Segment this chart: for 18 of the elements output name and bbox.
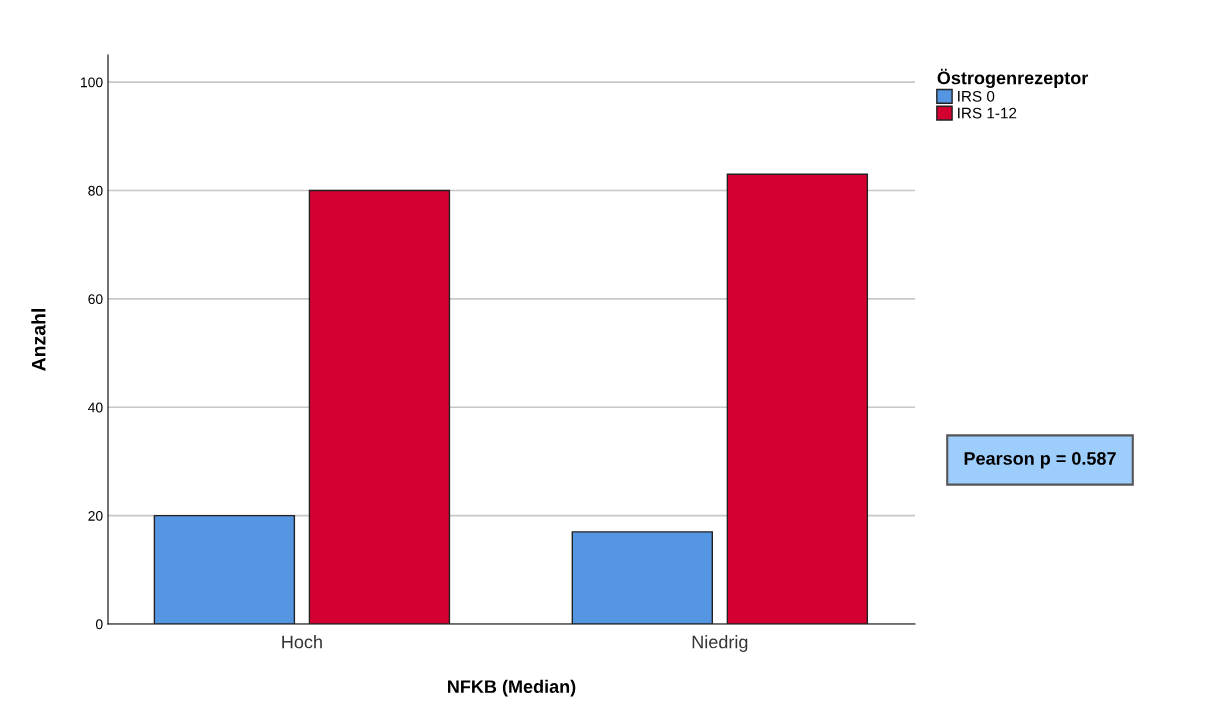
legend-title: Östrogenrezeptor	[937, 68, 1089, 88]
y-axis-title: Anzahl	[31, 309, 46, 371]
x-axis-title: NFKB (Median)	[448, 679, 576, 697]
bar	[571, 531, 714, 624]
text: Pearson p = 0.587	[964, 452, 1116, 469]
y-tick-label: 40	[88, 402, 103, 413]
y-tick-label: 20	[88, 510, 103, 521]
legend-label: IRS 1-12	[958, 107, 1017, 119]
bar	[308, 189, 451, 624]
bar	[726, 173, 869, 624]
y-tick-label: 0	[95, 619, 103, 630]
legend-label: IRS 0	[958, 90, 995, 102]
y-tick-label: 60	[88, 294, 103, 305]
x-tick-label: Niedrig	[692, 635, 748, 652]
y-tick-label: 80	[88, 185, 103, 196]
bar	[153, 514, 296, 624]
y-tick-label: 100	[81, 77, 103, 88]
x-tick-label: Hoch	[282, 635, 322, 649]
